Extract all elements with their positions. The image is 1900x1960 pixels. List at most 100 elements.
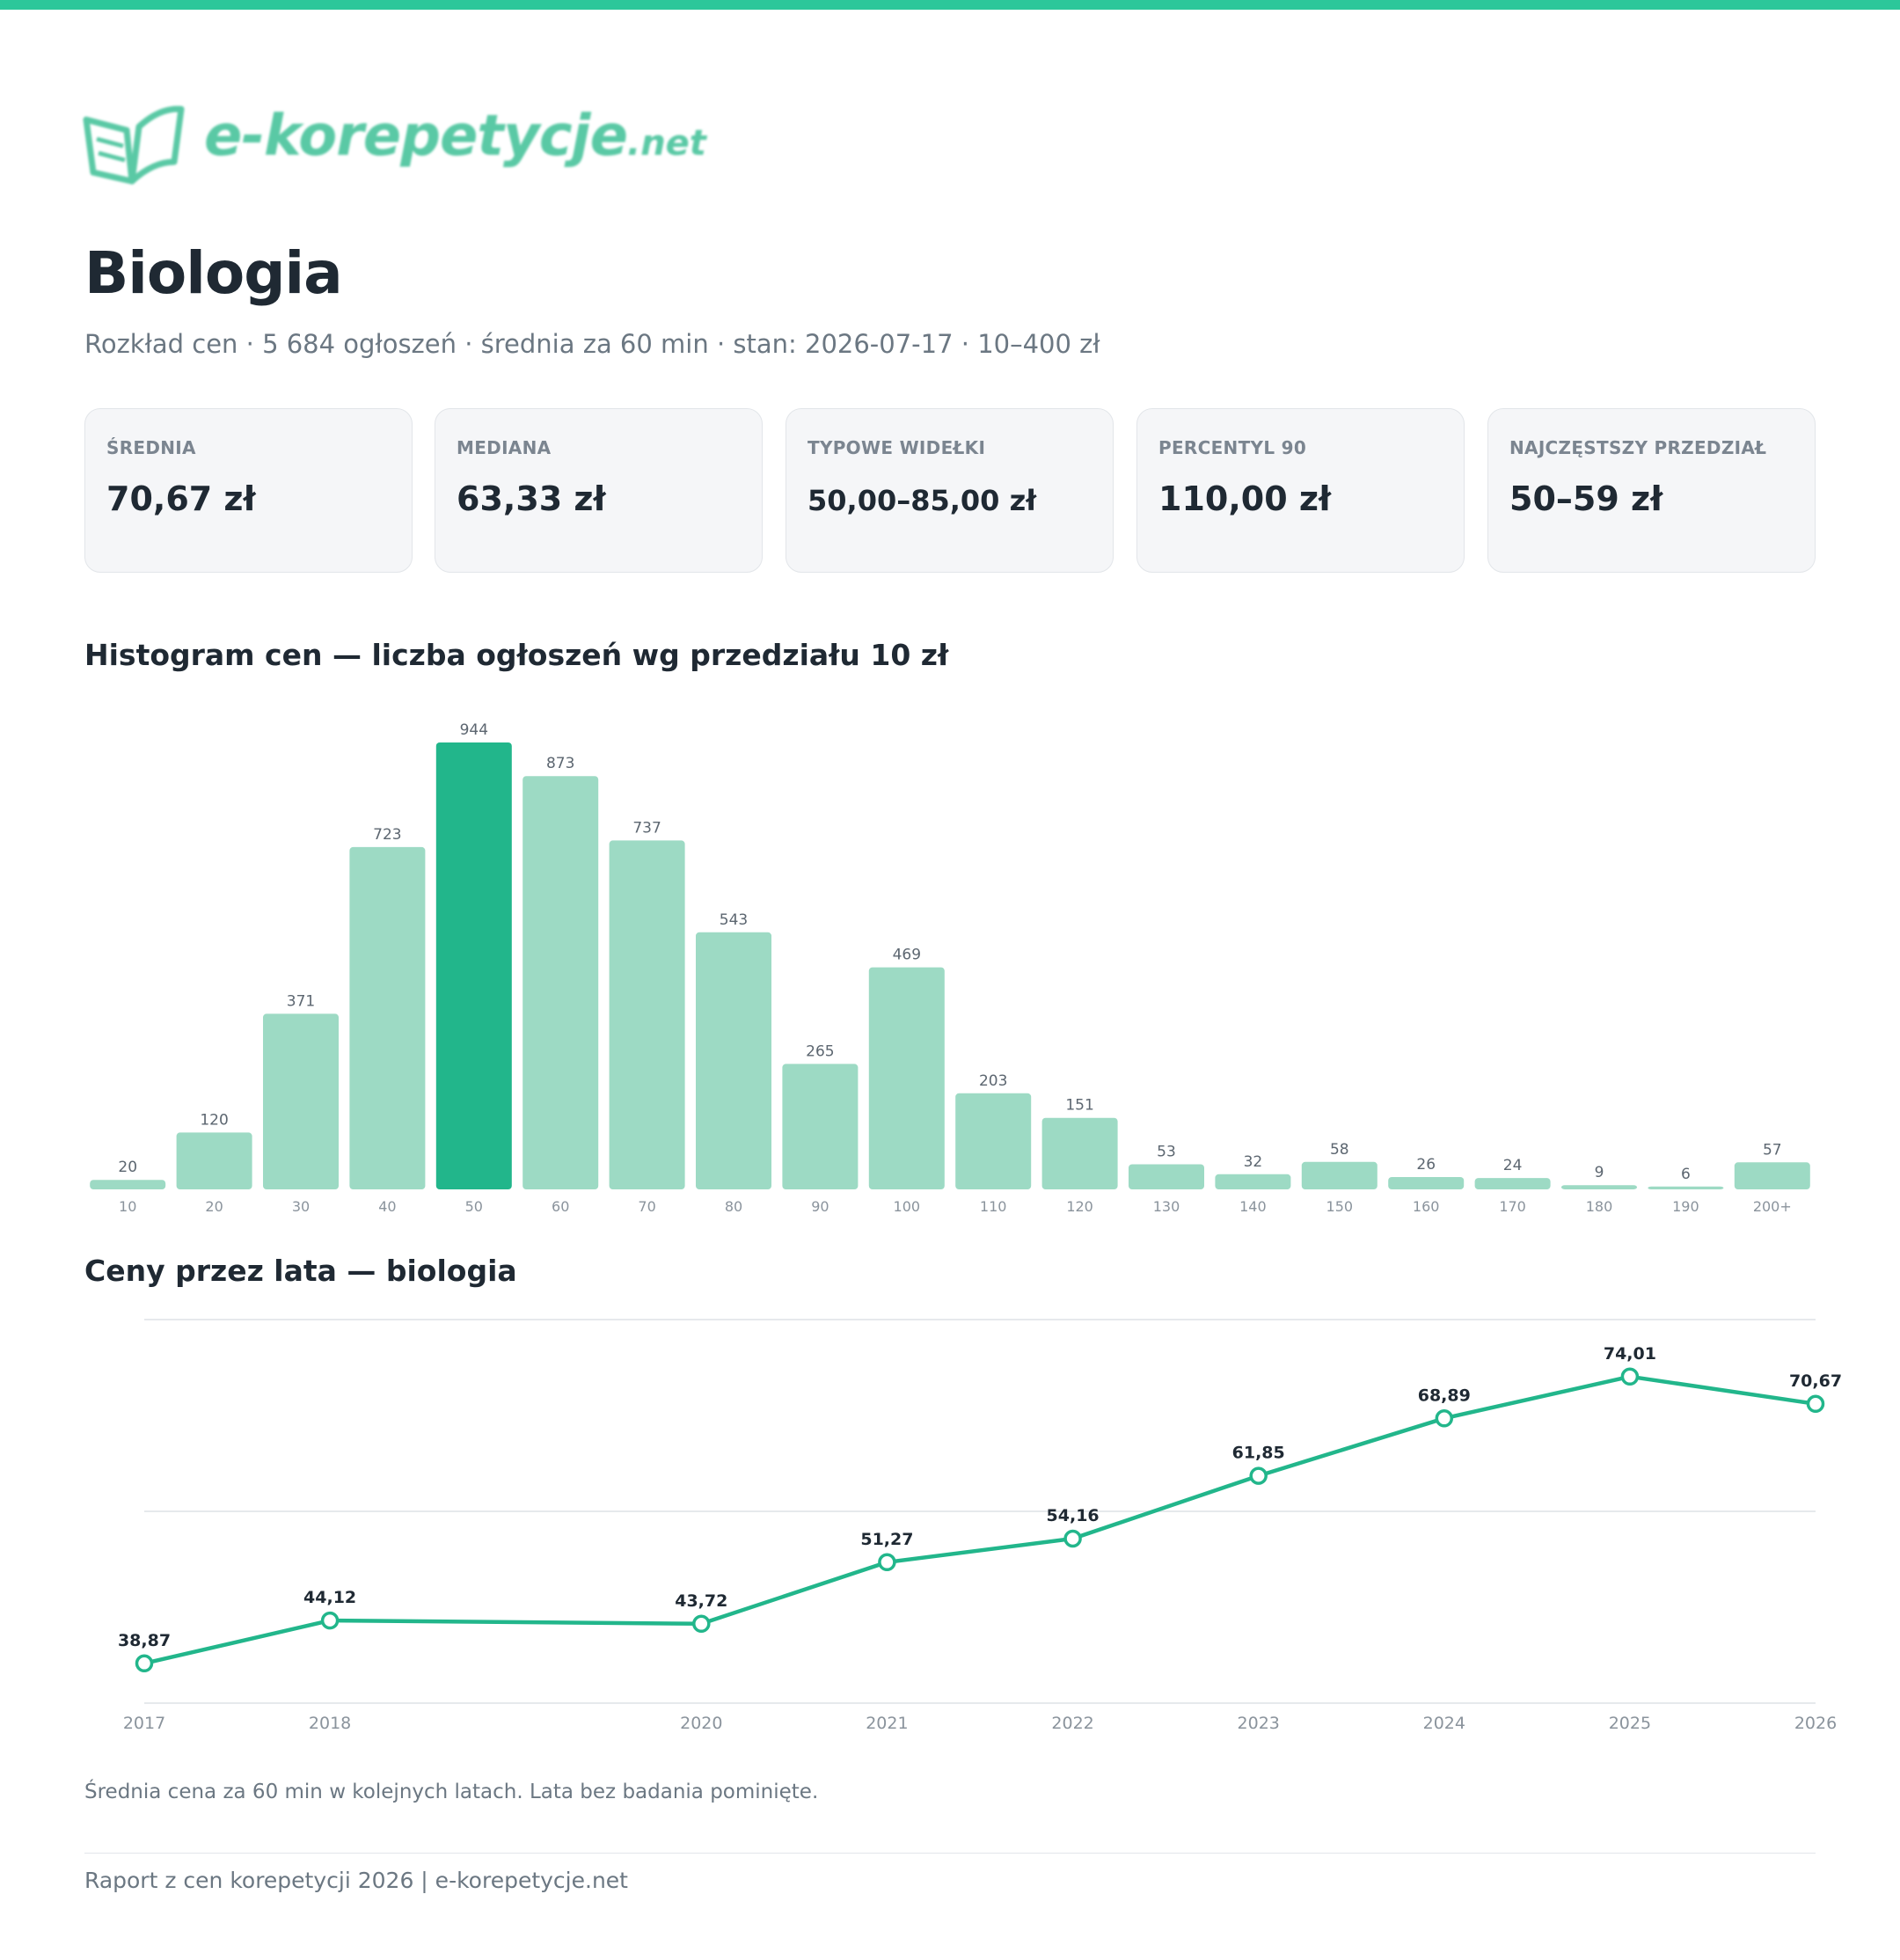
line-x-tick: 2023 (1238, 1714, 1280, 1733)
histogram-bar-80 (696, 932, 771, 1189)
histogram-bar-130 (1129, 1164, 1204, 1189)
histogram-bar-value: 737 (632, 819, 661, 837)
brand-wordmark: e-korepetycje.net (204, 104, 706, 169)
footer-divider (84, 1853, 1816, 1854)
histogram-bar-value: 120 (200, 1111, 228, 1129)
histogram-bar-value: 371 (287, 992, 315, 1010)
histogram-x-tick: 120 (1066, 1198, 1093, 1215)
line-point-2024 (1435, 1409, 1454, 1428)
histogram-bar-170 (1474, 1178, 1551, 1189)
histogram-x-tick: 190 (1672, 1198, 1699, 1215)
brand-logo[interactable]: e-korepetycje.net (81, 97, 706, 194)
stat-value: 70,67 zł (106, 479, 256, 518)
histogram-x-tick: 80 (725, 1198, 742, 1215)
line-point-2026 (1806, 1394, 1825, 1414)
stat-label: NAJCZĘSTSZY PRZEDZIAŁ (1509, 437, 1767, 458)
yearly-price-line-chart: 38,87 2017 44,12 2018 43,72 2020 51,27 2021 54,1… (118, 1319, 1842, 1733)
histogram-bar-value: 265 (806, 1042, 834, 1060)
line-x-tick: 2025 (1609, 1714, 1651, 1733)
line-chart-title: Ceny przez lata — biologia (84, 1254, 517, 1288)
stat-label: PERCENTYL 90 (1158, 437, 1307, 458)
histogram-bar-60 (522, 776, 599, 1189)
line-x-tick: 2017 (123, 1714, 165, 1733)
histogram-bar-value: 151 (1065, 1097, 1093, 1115)
histogram-bar-value: 24 (1503, 1157, 1523, 1174)
histogram-bar-value: 57 (1763, 1141, 1782, 1159)
histogram-bar-200+ (1734, 1162, 1810, 1189)
histogram-bar-20 (176, 1132, 252, 1189)
histogram-x-tick: 160 (1413, 1198, 1440, 1215)
histogram-x-tick: 170 (1499, 1198, 1526, 1215)
price-histogram-chart: 20 10 120 20 371 30 723 40 944 50 873 60 737 70 543 80 2… (90, 721, 1810, 1215)
stat-value: 110,00 zł (1158, 479, 1332, 518)
histogram-x-tick: 60 (552, 1198, 569, 1215)
histogram-bar-180 (1561, 1185, 1637, 1189)
histogram-x-tick: 180 (1586, 1198, 1613, 1215)
histogram-bar-value: 469 (893, 947, 921, 964)
stat-value: 63,33 zł (457, 479, 606, 518)
line-point-2023 (1249, 1466, 1268, 1485)
line-x-tick: 2020 (680, 1714, 722, 1733)
histogram-bar-value: 58 (1330, 1141, 1349, 1159)
line-point-label: 43,72 (675, 1591, 727, 1611)
line-point-2017 (135, 1654, 154, 1673)
brand-tld: .net (627, 123, 706, 164)
stat-card-typical-range: TYPOWE WIDEŁKI 50,00–85,00 zł (786, 408, 1114, 573)
stat-value: 50,00–85,00 zł (808, 484, 1037, 517)
histogram-bar-90 (782, 1064, 859, 1189)
histogram-bar-100 (868, 967, 945, 1189)
histogram-title: Histogram cen — liczba ogłoszeń wg przed… (84, 638, 949, 672)
footer-text: Raport z cen korepetycji 2026 | e-korepe… (84, 1868, 628, 1893)
stats-row: ŚREDNIA 70,67 zł MEDIANA 63,33 zł TYPOWE… (84, 408, 1816, 574)
line-point-label: 74,01 (1604, 1344, 1656, 1364)
histogram-bar-value: 6 (1681, 1166, 1691, 1183)
histogram-bar-160 (1388, 1177, 1465, 1189)
page-title: Biologia (84, 239, 343, 307)
open-book-icon (83, 106, 185, 185)
histogram-x-tick: 90 (811, 1198, 829, 1215)
line-point-2021 (878, 1553, 896, 1572)
histogram-bar-50 (435, 742, 512, 1189)
stat-card-mean: ŚREDNIA 70,67 zł (84, 408, 413, 573)
histogram-bar-120 (1041, 1117, 1118, 1189)
histogram-bar-150 (1301, 1161, 1378, 1189)
histogram-bar-value: 873 (546, 755, 574, 772)
histogram-bar-value: 203 (979, 1072, 1007, 1090)
histogram-bar-10 (90, 1180, 166, 1189)
histogram-x-tick: 40 (378, 1198, 396, 1215)
histogram-bar-value: 723 (373, 826, 401, 844)
histogram-x-tick: 100 (894, 1198, 921, 1215)
histogram-bar-40 (349, 846, 426, 1189)
line-chart-note: Średnia cena za 60 min w kolejnych latac… (84, 1781, 819, 1803)
histogram-x-tick: 200+ (1753, 1198, 1792, 1215)
histogram-x-tick: 150 (1326, 1198, 1354, 1215)
line-point-label: 61,85 (1232, 1444, 1285, 1463)
line-point-2018 (320, 1611, 340, 1630)
top-accent-bar (0, 0, 1900, 10)
histogram-bar-value: 20 (118, 1159, 137, 1176)
histogram-x-tick: 10 (119, 1198, 136, 1215)
stat-value: 50–59 zł (1509, 479, 1663, 518)
histogram-bar-70 (609, 840, 685, 1189)
stat-card-percentile-90: PERCENTYL 90 110,00 zł (1136, 408, 1465, 573)
line-point-2025 (1620, 1367, 1640, 1386)
histogram-x-tick: 70 (638, 1198, 655, 1215)
stat-card-median: MEDIANA 63,33 zł (435, 408, 763, 573)
histogram-x-tick: 30 (292, 1198, 310, 1215)
line-x-tick: 2018 (309, 1714, 351, 1733)
line-point-label: 68,89 (1418, 1386, 1471, 1405)
line-point-2020 (692, 1614, 711, 1634)
stat-label: MEDIANA (457, 437, 552, 458)
histogram-x-tick: 130 (1153, 1198, 1180, 1215)
line-point-label: 44,12 (303, 1588, 356, 1607)
line-x-tick: 2022 (1051, 1714, 1093, 1733)
line-point-label: 38,87 (118, 1631, 171, 1650)
line-x-tick: 2021 (866, 1714, 908, 1733)
line-point-2022 (1063, 1529, 1082, 1548)
line-point-label: 51,27 (860, 1530, 913, 1549)
histogram-bar-190 (1648, 1186, 1724, 1189)
histogram-x-tick: 50 (465, 1198, 483, 1215)
stat-card-most-common-range: NAJCZĘSTSZY PRZEDZIAŁ 50–59 zł (1487, 408, 1816, 573)
page-subtitle: Rozkład cen · 5 684 ogłoszeń · średnia z… (84, 329, 1100, 359)
brand-name: e-korepetycje (204, 104, 628, 169)
